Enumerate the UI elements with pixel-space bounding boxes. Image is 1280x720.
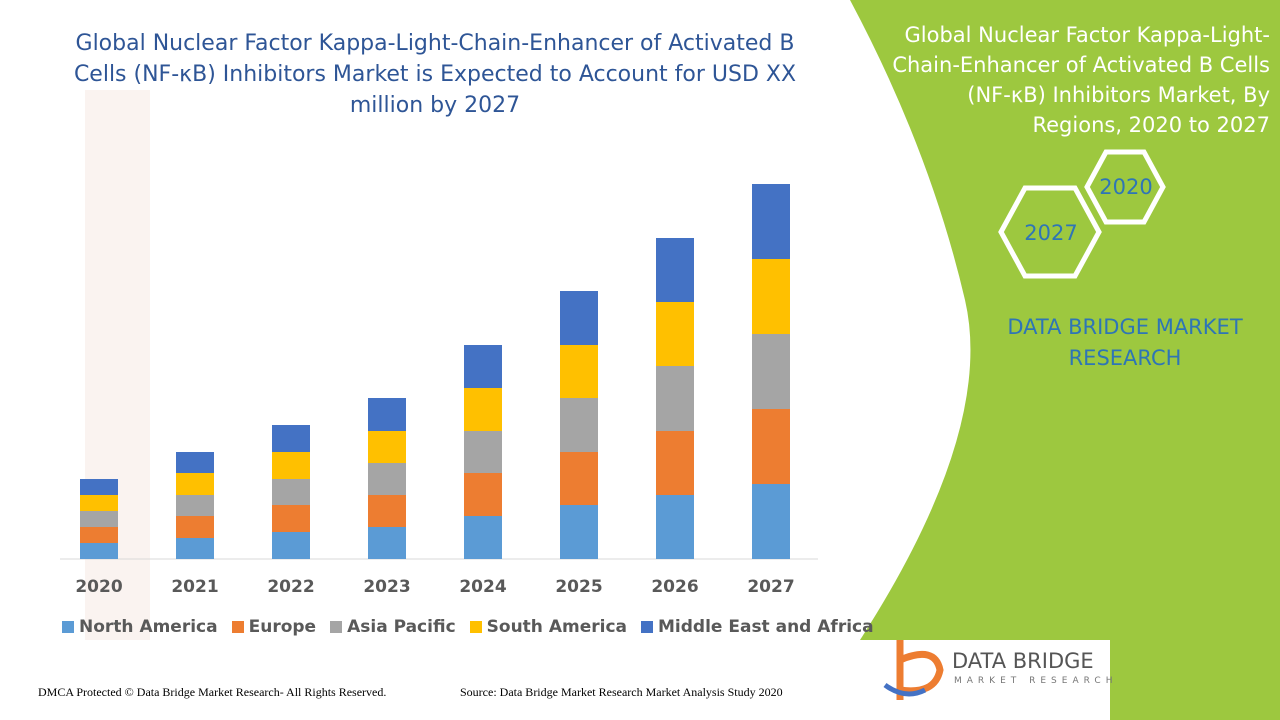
legend-item: North America xyxy=(62,617,218,637)
bar-segment xyxy=(464,516,502,559)
logo-mark xyxy=(883,682,927,697)
bar-segment xyxy=(272,425,310,452)
legend-label: Europe xyxy=(248,617,317,637)
bar-segment xyxy=(80,479,118,495)
bar-segment xyxy=(368,463,406,495)
bar-segment xyxy=(368,495,406,527)
legend-swatch xyxy=(469,621,482,633)
bar-segment xyxy=(368,398,406,431)
bar-segment xyxy=(656,238,694,302)
legend-item: South America xyxy=(469,617,627,637)
bar-segment xyxy=(272,505,310,532)
bar-segment xyxy=(272,479,310,505)
bar-segment xyxy=(464,473,502,516)
legend-item: Asia Pacific xyxy=(330,617,456,637)
bar-segment xyxy=(656,495,694,559)
green-panel xyxy=(850,0,1280,720)
x-tick-label: 2021 xyxy=(171,577,218,597)
bar-segment xyxy=(368,431,406,463)
bar-segment xyxy=(752,184,790,259)
hexagon xyxy=(998,185,1102,279)
bar-segment xyxy=(464,431,502,473)
bar-segment xyxy=(560,291,598,345)
legend-label: Middle East and Africa xyxy=(658,617,874,637)
legend-swatch xyxy=(231,621,244,633)
legend-label: North America xyxy=(79,617,218,637)
hexagon xyxy=(1084,149,1166,225)
bar-segment xyxy=(656,302,694,366)
bar-segment xyxy=(752,259,790,334)
bar-segment xyxy=(176,452,214,473)
bar-segment xyxy=(656,431,694,495)
x-tick-label: 2020 xyxy=(75,577,122,597)
legend-swatch xyxy=(330,621,343,633)
bar-segment xyxy=(80,527,118,543)
logo-name: DATA BRIDGE xyxy=(952,649,1094,673)
logo-tagline: MARKET RESEARCH xyxy=(954,676,1118,686)
brand: DATA BRIDGE MARKET RESEARCH xyxy=(1007,315,1243,370)
plot: 2020 2021 2022 2023 2024 2025 2026 2027 xyxy=(75,184,795,597)
legend-swatch xyxy=(62,621,74,633)
bar-segment xyxy=(656,366,694,431)
bar-segment xyxy=(752,334,790,409)
footer-left: DMCA Protected © Data Bridge Market Rese… xyxy=(38,685,387,699)
x-tick-label: 2023 xyxy=(363,577,410,597)
legend: North America Europe Asia Pacific South Ame… xyxy=(62,617,874,637)
bar-segment xyxy=(752,484,790,559)
bar-segment xyxy=(80,495,118,511)
bar-segment xyxy=(80,543,118,559)
bar-segment xyxy=(176,495,214,516)
side-title: Global Nuclear Factor Kappa-Light-Chain-… xyxy=(892,23,1270,137)
bar-segment xyxy=(176,473,214,495)
bar-segment xyxy=(368,527,406,559)
hex-label: 2027 xyxy=(1024,221,1077,245)
hex-label: 2020 xyxy=(1099,175,1152,199)
bar-segment xyxy=(752,409,790,484)
bar-segment xyxy=(176,516,214,538)
legend-label: South America xyxy=(486,617,627,637)
footer-right: Source: Data Bridge Market Research Mark… xyxy=(460,685,783,699)
bar-segment xyxy=(560,398,598,452)
legend-label: Asia Pacific xyxy=(347,617,456,637)
bar-segment xyxy=(80,511,118,527)
bar-segment xyxy=(176,538,214,559)
legend-item: Middle East and Africa xyxy=(641,617,874,637)
x-tick-label: 2022 xyxy=(267,577,314,597)
x-tick-label: 2027 xyxy=(747,577,794,597)
x-tick-label: 2026 xyxy=(651,577,698,597)
bar-segment xyxy=(560,505,598,559)
bar-segment xyxy=(272,532,310,559)
legend-item: Europe xyxy=(231,617,317,637)
bar-segment xyxy=(464,388,502,431)
bar-segment xyxy=(464,345,502,388)
bar-segment xyxy=(560,345,598,398)
bar-segment xyxy=(272,452,310,479)
bar-segment xyxy=(560,452,598,505)
chart-title: Global Nuclear Factor Kappa-Light-Chain-… xyxy=(73,31,797,118)
x-tick-label: 2025 xyxy=(555,577,602,597)
legend-swatch xyxy=(641,621,653,633)
x-tick-label: 2024 xyxy=(459,577,506,597)
